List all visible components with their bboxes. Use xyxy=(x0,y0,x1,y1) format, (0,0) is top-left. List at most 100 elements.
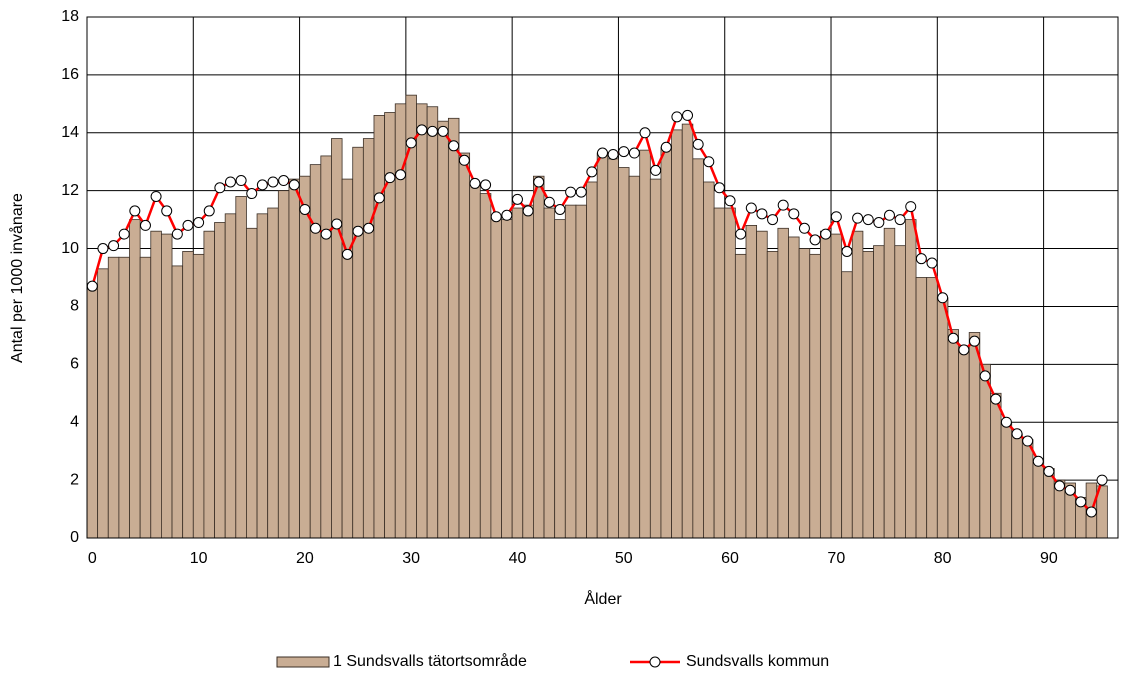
marker xyxy=(437,125,449,137)
marker xyxy=(841,245,853,257)
x-tick-label: 50 xyxy=(615,550,633,567)
bar xyxy=(161,233,173,539)
marker xyxy=(724,195,736,207)
marker xyxy=(267,176,279,188)
bar xyxy=(235,196,247,539)
marker xyxy=(118,228,130,240)
bar xyxy=(1032,459,1044,539)
bar xyxy=(681,123,694,539)
marker xyxy=(278,175,290,187)
bar xyxy=(926,277,938,539)
bar xyxy=(788,236,800,539)
bar xyxy=(692,158,704,539)
marker xyxy=(745,202,757,214)
marker xyxy=(469,177,481,189)
bar xyxy=(171,265,184,539)
y-tick-label: 4 xyxy=(70,413,79,430)
marker xyxy=(682,109,694,121)
marker xyxy=(86,280,98,292)
marker xyxy=(947,332,959,344)
marker xyxy=(193,217,205,229)
marker xyxy=(671,111,683,123)
bar xyxy=(894,245,906,539)
marker xyxy=(905,201,917,213)
marker xyxy=(809,234,821,246)
bar xyxy=(968,332,981,539)
bar xyxy=(798,248,811,539)
marker xyxy=(490,211,502,223)
bar xyxy=(819,230,832,539)
marker xyxy=(554,203,566,215)
bar xyxy=(1000,421,1013,539)
x-tick-label: 30 xyxy=(402,550,420,567)
marker xyxy=(522,205,534,217)
marker xyxy=(650,164,662,176)
marker xyxy=(299,203,311,215)
marker xyxy=(480,179,492,191)
legend-swatch xyxy=(276,656,330,668)
marker xyxy=(224,176,236,188)
marker xyxy=(1043,465,1055,477)
bar xyxy=(331,138,343,539)
marker xyxy=(873,217,885,229)
bar xyxy=(394,103,407,539)
marker xyxy=(448,140,460,152)
bar xyxy=(107,256,120,539)
y-axis-label: Antal per 1000 invånare xyxy=(8,193,26,363)
bar xyxy=(150,230,162,539)
marker xyxy=(97,243,109,255)
marker xyxy=(565,186,577,198)
y-tick-label: 12 xyxy=(61,182,79,199)
plot-border xyxy=(86,16,1119,539)
x-tick-label: 20 xyxy=(296,550,314,567)
bar xyxy=(447,117,460,539)
bar xyxy=(416,103,428,539)
legend-label: Sundsvalls kommun xyxy=(686,653,829,670)
bar xyxy=(628,175,641,539)
bar xyxy=(851,230,864,539)
marker xyxy=(862,214,874,226)
bar xyxy=(618,167,630,539)
x-tick-label: 10 xyxy=(190,550,208,567)
bar xyxy=(873,245,885,539)
marker xyxy=(735,228,747,240)
bar xyxy=(756,230,768,539)
bar xyxy=(182,251,194,539)
bar xyxy=(564,204,577,539)
marker xyxy=(883,209,895,221)
bar xyxy=(671,129,683,539)
bar xyxy=(192,253,205,539)
marker xyxy=(1000,416,1012,428)
marker xyxy=(618,146,630,158)
bar xyxy=(129,219,141,539)
legend-label: 1 Sundsvalls tätortsområde xyxy=(333,652,527,670)
bar xyxy=(277,190,290,539)
marker xyxy=(798,222,810,234)
bar xyxy=(299,175,311,539)
bar xyxy=(862,251,874,539)
bar xyxy=(936,297,949,539)
bar xyxy=(639,149,651,539)
marker xyxy=(1075,496,1087,508)
y-tick-label: 6 xyxy=(70,356,79,373)
bar xyxy=(809,253,821,539)
bar xyxy=(979,363,991,539)
marker xyxy=(958,344,970,356)
marker xyxy=(129,205,141,217)
bar xyxy=(841,271,853,539)
bar xyxy=(479,193,492,539)
marker xyxy=(150,190,162,202)
marker xyxy=(235,175,247,187)
marker xyxy=(1032,455,1044,467)
y-tick-label: 10 xyxy=(61,240,79,257)
bar xyxy=(288,178,300,539)
bar xyxy=(554,219,566,539)
bar xyxy=(246,227,258,539)
bar xyxy=(596,152,609,539)
marker xyxy=(458,154,470,166)
marker xyxy=(384,172,396,184)
bar xyxy=(86,288,99,539)
bar xyxy=(511,207,524,539)
marker xyxy=(777,199,789,211)
bar xyxy=(97,268,109,539)
